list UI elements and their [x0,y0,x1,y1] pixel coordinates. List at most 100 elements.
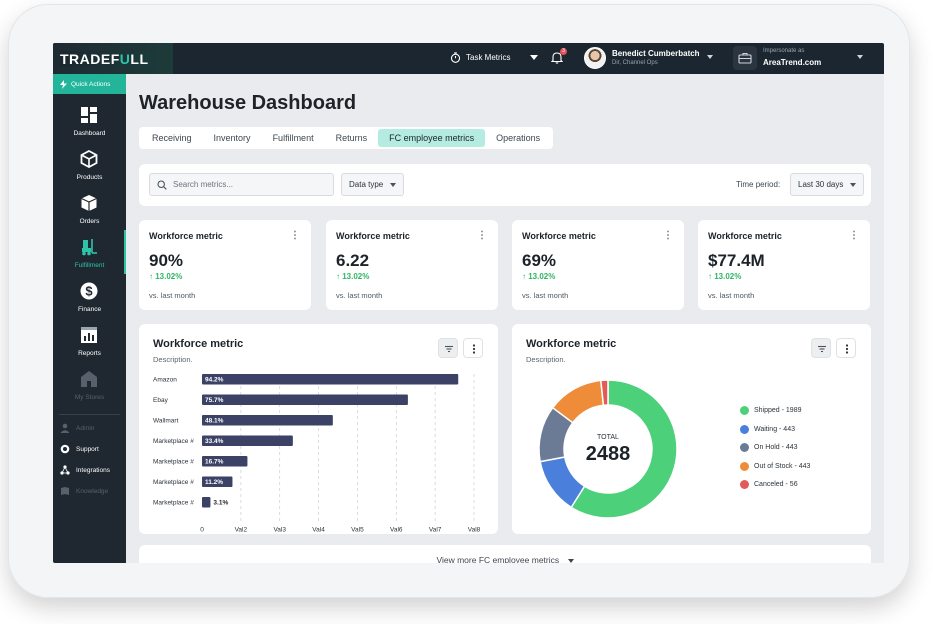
legend-swatch [740,480,749,489]
store-icon [81,371,97,387]
kebab-menu-icon[interactable]: ⋮ [477,230,487,241]
tab-operations[interactable]: Operations [496,133,541,143]
legend-label: On Hold - 443 [754,444,798,451]
arrow-up-icon: ↑ [336,272,343,281]
tab-returns[interactable]: Returns [335,133,368,143]
kpi-compare: vs. last month [149,291,196,300]
more-options-button[interactable] [836,338,856,358]
tab-receiving[interactable]: Receiving [152,133,192,143]
quick-actions-button[interactable]: Quick Actions [53,74,126,94]
donut-slice [570,379,678,519]
filter-button[interactable] [811,338,831,358]
legend-label: Shipped - 1989 [754,407,802,414]
tab-fc-employee-metrics[interactable]: FC employee metrics [378,129,486,147]
data-type-select[interactable]: Data type [341,173,405,196]
legend-item: Waiting - 443 [740,424,795,434]
sidebar-item-label: Knowledge [76,487,109,495]
filter-button[interactable] [438,338,458,358]
chevron-down-icon[interactable] [857,55,863,59]
brand-text-end: LL [130,51,149,67]
legend-item: Canceled - 56 [740,480,798,489]
legend-swatch [740,406,749,415]
kpi-delta: ↑ 13.02% [708,272,741,281]
sidebar-item-admin[interactable]: Admin [60,423,94,433]
kpi-card: Workforce metric ⋮ 69% ↑ 13.02% vs. last… [512,220,684,310]
kpi-title: Workforce metric [336,231,410,241]
donut-chart: TOTAL 2488 [538,379,678,519]
sidebar-item-label: Orders [79,218,100,225]
bell-icon[interactable] [551,51,563,64]
donut-chart-card: Workforce metric Description. TOTAL 2488 … [512,324,871,534]
time-period-select[interactable]: Last 30 days [790,173,865,196]
chart-title: Workforce metric [526,338,617,350]
bar [202,497,211,508]
x-tick-label: Val3 [273,527,286,534]
quick-actions-label: Quick Actions [71,80,111,88]
tab-inventory[interactable]: Inventory [213,133,251,143]
chart-description: Description. [153,355,193,364]
package-icon [81,195,97,211]
x-tick-label: Val4 [312,527,325,534]
view-more-button[interactable]: View more FC employee metrics [139,555,871,563]
data-label: 33.4% [205,438,224,445]
kebab-menu-icon[interactable]: ⋮ [290,230,300,241]
lightning-icon [60,79,67,89]
kpi-delta-value: 13.02% [155,272,183,281]
kpi-delta: ↑ 13.02% [149,272,182,281]
tab-fulfillment[interactable]: Fulfillment [272,133,314,143]
chevron-down-icon[interactable] [530,55,538,60]
kpi-delta: ↑ 13.02% [336,272,369,281]
legend-label: Out of Stock - 443 [754,462,811,470]
kebab-menu-icon[interactable]: ⋮ [849,230,859,241]
kebab-menu-icon[interactable]: ⋮ [663,230,673,241]
data-label: 16.7% [205,459,224,466]
briefcase-icon[interactable] [733,46,757,70]
kpi-card: Workforce metric ⋮ 6.22 ↑ 13.02% vs. las… [326,220,498,310]
integrations-icon [60,465,70,475]
search-placeholder: Search metrics... [173,180,234,189]
sidebar-item-orders[interactable]: Orders [53,194,126,234]
kpi-compare: vs. last month [336,291,383,300]
arrow-up-icon: ↑ [708,272,715,281]
sidebar-item-reports[interactable]: Reports [53,326,126,366]
sidebar-item-finance[interactable]: $ Finance [53,282,126,322]
impersonate-value[interactable]: AreaTrend.com [763,58,822,67]
bar [202,476,233,487]
sidebar-item-support[interactable]: Support [60,444,99,454]
impersonate-label: Impersonate as [763,48,805,54]
category-label: Wallmart [153,418,179,425]
sidebar-item-dashboard[interactable]: Dashboard [53,106,126,146]
view-more-label: View more FC employee metrics [436,555,560,563]
arrow-up-icon: ↑ [149,272,156,281]
kpi-card: Workforce metric ⋮ $77.4M ↑ 13.02% vs. l… [698,220,870,310]
chevron-down-icon[interactable] [707,55,713,59]
sidebar-item-products[interactable]: Products [53,150,126,190]
sidebar-item-fulfillment[interactable]: Fulfillment [53,230,126,278]
user-icon [60,423,70,433]
sidebar-item-integrations[interactable]: Integrations [60,465,110,475]
sidebar-item-label: Support [76,445,99,453]
top-bar: TRADEFULL Task Metrics 3 Benedict Cumber… [53,43,884,74]
category-label: Marketplace # [153,479,194,486]
brand-logo[interactable]: TRADEFULL [60,51,149,67]
kpi-title: Workforce metric [708,231,782,241]
brand-text: TRADEF [60,51,120,67]
sidebar-item-knowledge[interactable]: Knowledge [60,486,108,496]
kpi-title: Workforce metric [522,231,596,241]
report-icon [81,327,97,343]
kpi-delta-value: 13.02% [528,272,556,281]
search-input[interactable]: Search metrics... [149,173,334,196]
more-options-button[interactable] [463,338,483,358]
legend-item: Out of Stock - 443 [740,461,811,471]
x-tick-label: Val2 [235,527,248,534]
tab-bar: Receiving Inventory Fulfillment Returns … [139,127,554,149]
notification-badge: 3 [560,48,567,55]
x-tick-label: Val8 [468,527,481,534]
data-label: 48.1% [205,418,224,425]
avatar[interactable] [584,47,606,69]
sidebar-item-my-stores[interactable]: My Stores [53,370,126,410]
arrow-up-icon: ↑ [522,272,529,281]
view-more-bar[interactable]: View more FC employee metrics [139,545,871,563]
user-name[interactable]: Benedict Cumberbatch [612,49,700,58]
task-metrics-menu[interactable]: Task Metrics [450,52,510,63]
